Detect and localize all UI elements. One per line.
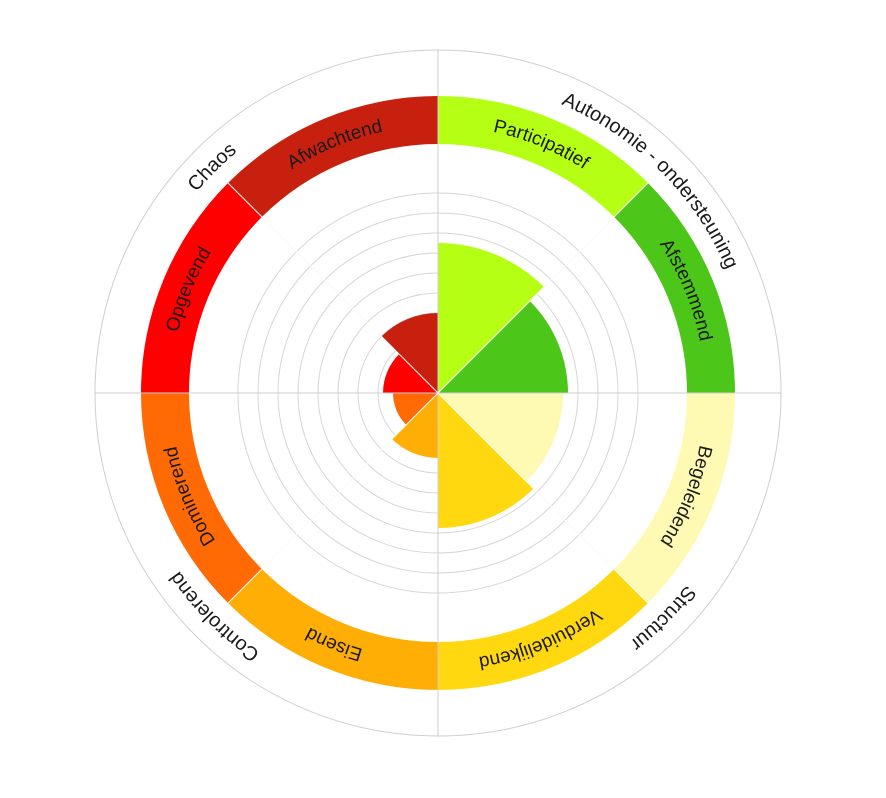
band-afstemmend — [614, 182, 735, 393]
radial-line — [437, 392, 649, 604]
band-begeleidend — [614, 393, 735, 604]
segment-wedges — [381, 243, 568, 528]
band-opgevend — [141, 182, 262, 393]
band-afwachtend — [227, 96, 438, 217]
wedge-verduidelijkend — [438, 393, 534, 528]
outer-label-bands — [141, 96, 735, 690]
radial-line — [227, 392, 439, 604]
band-participatief — [438, 96, 649, 217]
wedge-eisend — [392, 393, 438, 458]
wedge-dominerend — [393, 393, 438, 425]
wedge-begeleidend — [438, 393, 563, 482]
radial-line — [227, 182, 439, 394]
band-dominerend — [141, 393, 262, 604]
wedge-opgevend — [383, 354, 438, 393]
wedge-afstemmend — [438, 301, 568, 393]
wedge-afwachtend — [381, 313, 438, 393]
wedge-participatief — [438, 243, 545, 393]
band-verduidelijkend — [438, 569, 649, 690]
grid-lines — [95, 50, 781, 736]
band-eisend — [227, 569, 438, 690]
radial-line — [437, 182, 649, 394]
